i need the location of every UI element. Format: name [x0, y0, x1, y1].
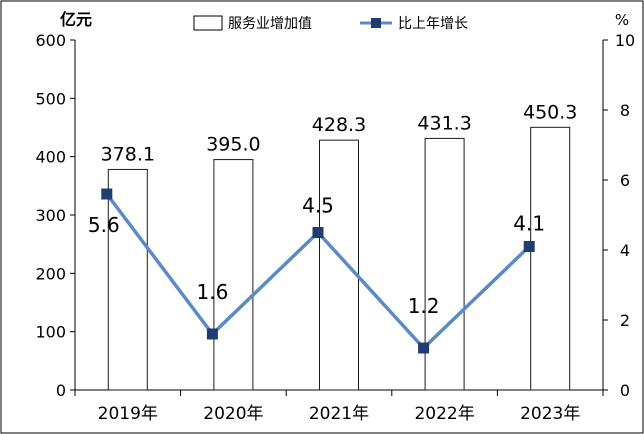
bar-value-label: 428.3	[312, 114, 366, 136]
x-tick-label: 2020年	[203, 404, 263, 424]
bar-2022年	[424, 137, 465, 391]
bar-value-label: 395.0	[206, 134, 260, 156]
bar-value-label: 431.3	[417, 112, 471, 134]
growth-marker	[101, 188, 113, 200]
left-y-tick-label: 0	[56, 381, 66, 400]
right-y-tick-label: 2	[620, 311, 630, 330]
x-tick-label: 2023年	[520, 404, 580, 424]
left-y-tick-label: 600	[35, 31, 66, 50]
growth-marker	[312, 227, 324, 238]
growth-marker	[418, 342, 430, 354]
right-y-tick-label: 8	[620, 101, 630, 120]
bar-2021年	[319, 139, 359, 391]
right-y-tick-label: 4	[620, 241, 630, 260]
growth-marker	[523, 241, 535, 252]
left-axis-unit: 亿元	[60, 10, 92, 29]
legend-line-label: 比上年增长	[398, 16, 468, 32]
legend-bar-label: 服务业增加值	[228, 16, 312, 32]
legend: 服务业增加值 比上年增长	[193, 15, 468, 32]
left-y-tick-label: 200	[35, 264, 66, 283]
bar-value-label: 378.1	[101, 143, 155, 165]
bar-value-label: 450.3	[523, 101, 577, 123]
legend-bar-swatch	[193, 15, 223, 31]
growth-value-label: 1.2	[408, 294, 440, 318]
growth-value-label: 1.6	[196, 280, 228, 304]
x-tick-label: 2022年	[414, 404, 474, 424]
x-tick-label: 2019年	[98, 404, 158, 424]
growth-line-series: 5.6 1.6 4.5 1.2 4.1	[88, 188, 545, 354]
bars: 378.1 395.0 428.3 431.3 450.3	[101, 101, 577, 391]
right-y-tick-label: 10	[615, 31, 635, 50]
growth-value-label: 4.1	[513, 212, 545, 236]
left-y-tick-label: 500	[35, 89, 66, 108]
growth-value-label: 4.5	[302, 194, 334, 218]
right-y-tick-label: 6	[620, 171, 630, 190]
growth-value-label: 5.6	[88, 213, 120, 237]
axes: 0 100 200 300 400 500 600 0 2 4 6 8 10	[35, 31, 635, 400]
x-tick-label: 2021年	[309, 404, 369, 424]
bar-2023年	[530, 126, 571, 391]
bar-2020年	[213, 159, 254, 391]
right-y-tick-label: 0	[620, 381, 630, 400]
growth-marker	[206, 328, 218, 340]
x-axis-labels: 2019年 2020年 2021年 2022年 2023年	[98, 404, 581, 424]
legend-line-marker	[371, 18, 381, 28]
right-axis-unit: %	[615, 11, 629, 29]
left-y-tick-label: 100	[35, 323, 66, 342]
left-y-tick-label: 300	[35, 206, 66, 225]
left-y-tick-label: 400	[35, 148, 66, 167]
